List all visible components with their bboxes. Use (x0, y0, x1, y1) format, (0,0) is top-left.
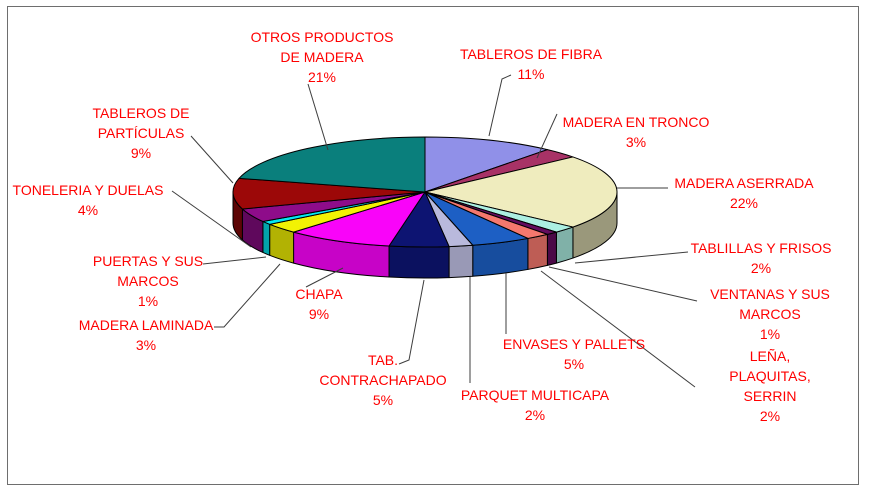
pie-slice-tableros-de-particulas (232, 177, 426, 210)
leader-line-lena-plaquitas-serrin (540, 270, 696, 388)
leader-line-otros-productos-de-madera (307, 83, 329, 151)
pie-slice-otros-productos-de-madera (238, 136, 426, 193)
pie-slice-madera-aserrada (424, 156, 618, 228)
pie-wall-lena-plaquitas-serrin (527, 233, 548, 270)
leader-line-tablillas-y-frisos (574, 251, 689, 264)
pie-wall-puertas-y-sus-marcos (262, 220, 271, 256)
leader-line-tableros-de-particulas (190, 135, 234, 184)
leader-line-ventanas-y-sus-marcos (548, 266, 698, 302)
pie-wall-parquet-multicapa (448, 244, 474, 279)
leader-line-madera-laminada (214, 263, 281, 328)
leader-line-puertas-y-sus-marcos (202, 256, 267, 265)
leader-line-chapa (305, 267, 344, 288)
leader-line-tableros-de-fibra (488, 74, 512, 137)
pie-slice-chapa (293, 191, 426, 247)
chart-frame-border (7, 6, 859, 485)
pie-wall-tab-contrachapado (388, 245, 450, 279)
leader-line-madera-en-tronco (536, 113, 558, 159)
pie-wall-tablillas-y-frisos (555, 226, 574, 264)
leader-line-tab-contrachapado (398, 279, 425, 365)
leader-line-toneleria-y-duelas (171, 190, 252, 248)
pie-wall-ventanas-y-sus-marcos (546, 231, 557, 266)
